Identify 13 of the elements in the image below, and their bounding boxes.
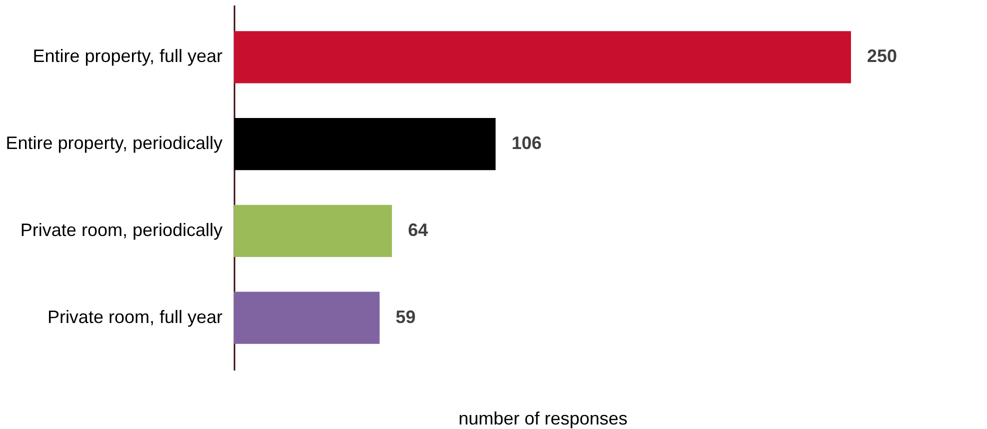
y-tick-label: Entire property, periodically — [6, 133, 222, 154]
y-tick-label: Private room, periodically — [20, 220, 222, 240]
bar — [234, 118, 496, 170]
data-label: 250 — [867, 46, 898, 66]
data-label: 59 — [396, 306, 416, 327]
x-axis-title: number of responses — [458, 408, 628, 428]
data-label: 64 — [408, 220, 428, 240]
bar — [234, 31, 851, 84]
y-tick-label: Private room, full year — [47, 306, 223, 327]
data-label: 106 — [512, 133, 542, 154]
y-tick-label: Entire property, full year — [32, 46, 223, 66]
bar — [234, 204, 392, 258]
bar — [234, 292, 380, 344]
